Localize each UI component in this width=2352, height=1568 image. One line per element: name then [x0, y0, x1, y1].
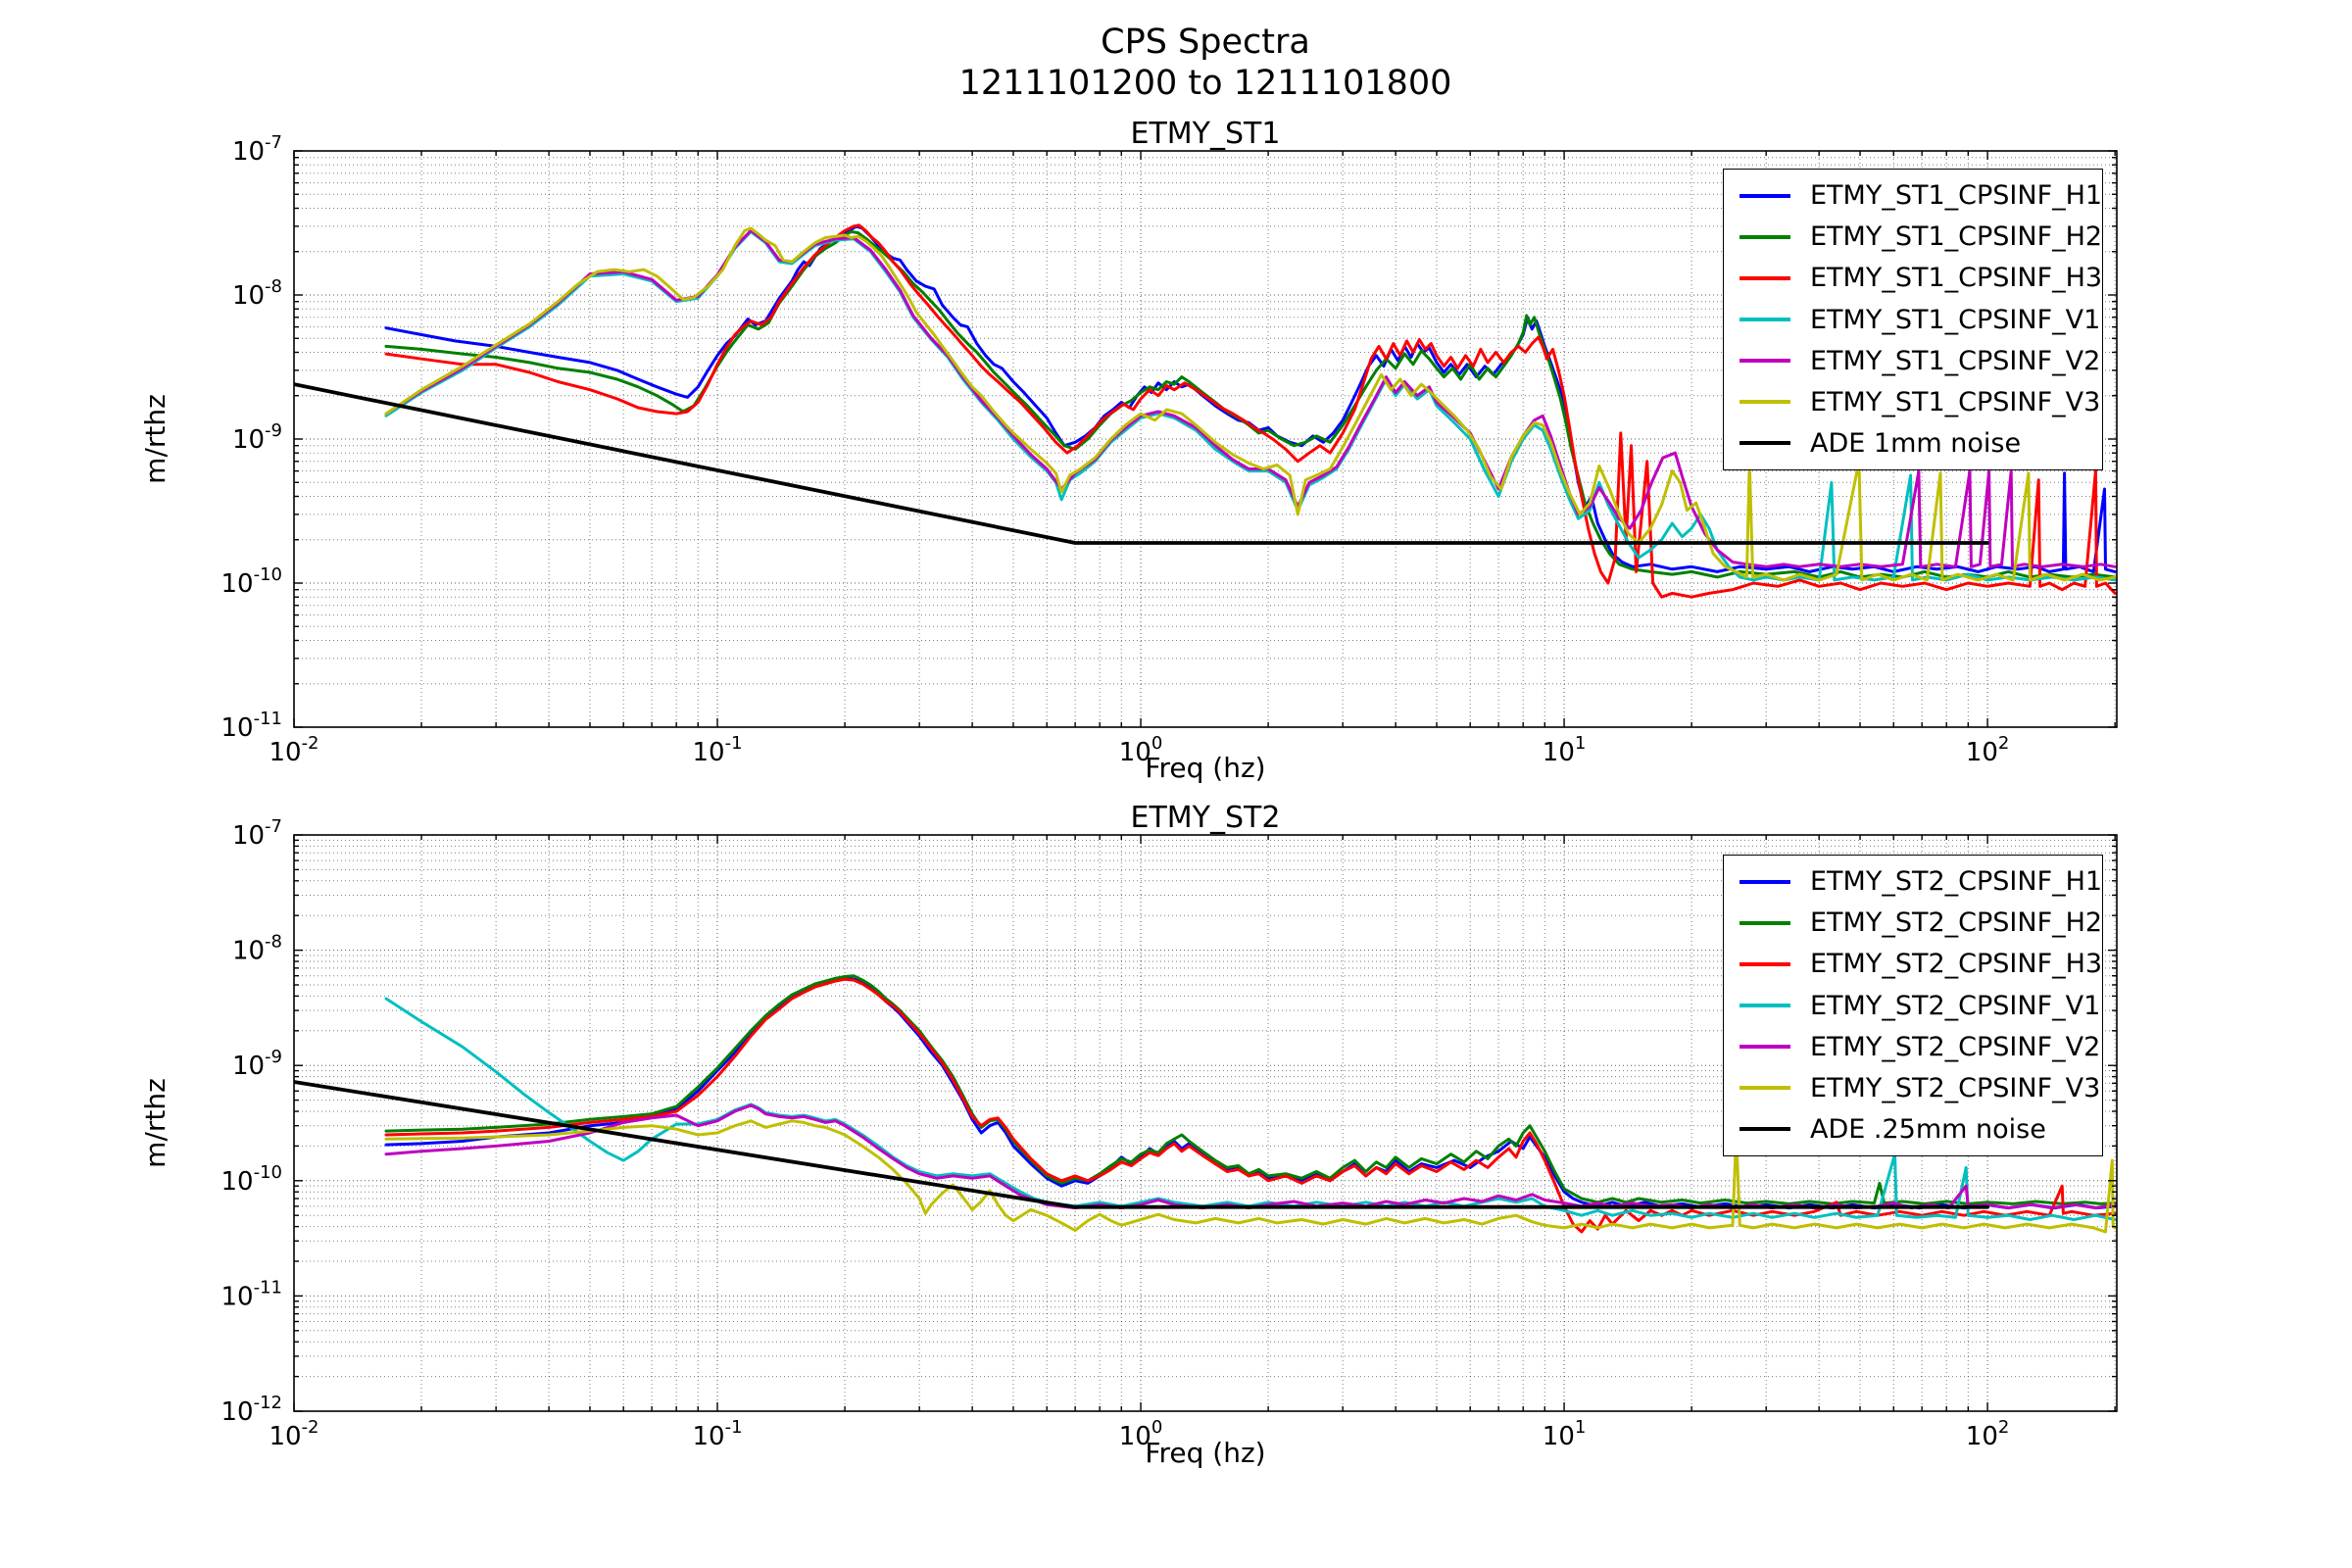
- svg-text:10-1: 10-1: [692, 733, 742, 767]
- legend-item: ETMY_ST2_CPSINF_V2: [1740, 1032, 2102, 1062]
- legend-label: ETMY_ST1_CPSINF_H3: [1810, 263, 2103, 294]
- legend-item: ETMY_ST1_CPSINF_V3: [1740, 387, 2102, 417]
- legend-line-swatch: [1740, 1004, 1790, 1007]
- legend-label: ADE .25mm noise: [1810, 1113, 2046, 1145]
- legend-etmy-st1: ETMY_ST1_CPSINF_H1 ETMY_ST1_CPSINF_H2 ETMY…: [1723, 169, 2103, 470]
- legend-line-swatch: [1740, 920, 1790, 925]
- svg-text:101: 101: [1543, 1417, 1587, 1451]
- legend-label: ETMY_ST1_CPSINF_H2: [1810, 221, 2103, 253]
- svg-text:10-11: 10-11: [221, 709, 283, 743]
- legend-label: ETMY_ST2_CPSINF_H2: [1810, 907, 2103, 939]
- figure-title: CPS Spectra: [1101, 23, 1310, 62]
- legend-item: ADE .25mm noise: [1740, 1114, 2102, 1145]
- legend-label: ETMY_ST2_CPSINF_H1: [1810, 866, 2103, 898]
- legend-item: ETMY_ST2_CPSINF_H3: [1740, 949, 2102, 979]
- legend-item: ETMY_ST1_CPSINF_V2: [1740, 346, 2102, 376]
- plot-etmy-st2: 10-2 10-1 100 101 102 10-7 10-8 10-9 10-10 10-11 1…: [221, 816, 2118, 1451]
- svg-text:102: 102: [1966, 733, 2010, 767]
- legend-label: ADE 1mm noise: [1810, 427, 2022, 459]
- plot-etmy-st1: 10-2 10-1 100 101 102 10-7 10-8 10-9 10-10 10-11: [221, 132, 2118, 767]
- svg-text:100: 100: [1119, 733, 1163, 767]
- svg-text:10-2: 10-2: [269, 1417, 318, 1451]
- svg-text:10-9: 10-9: [232, 1047, 282, 1081]
- legend-line-swatch: [1740, 1086, 1790, 1091]
- plot2-yaxis-label: m/rthz: [139, 1078, 172, 1168]
- legend-line-swatch: [1740, 359, 1790, 364]
- svg-text:10-2: 10-2: [269, 733, 318, 767]
- legend-label: ETMY_ST2_CPSINF_V3: [1810, 1072, 2101, 1103]
- legend-item: ETMY_ST2_CPSINF_V1: [1740, 991, 2102, 1021]
- legend-item: ETMY_ST1_CPSINF_H2: [1740, 221, 2102, 252]
- legend-item: ETMY_ST2_CPSINF_H1: [1740, 866, 2102, 897]
- svg-text:10-8: 10-8: [232, 276, 282, 311]
- legend-label: ETMY_ST2_CPSINF_V2: [1810, 1031, 2101, 1062]
- legend-item: ETMY_ST2_CPSINF_H2: [1740, 907, 2102, 938]
- legend-line-swatch: [1740, 1045, 1790, 1050]
- svg-text:10-1: 10-1: [692, 1417, 742, 1451]
- plot1-yaxis-label: m/rthz: [139, 394, 172, 484]
- svg-text:10-12: 10-12: [221, 1393, 283, 1427]
- legend-label: ETMY_ST2_CPSINF_H3: [1810, 949, 2103, 980]
- legend-item: ETMY_ST1_CPSINF_V1: [1740, 305, 2102, 335]
- legend-item: ETMY_ST1_CPSINF_H3: [1740, 263, 2102, 293]
- legend-line-swatch: [1740, 275, 1790, 280]
- svg-text:10-8: 10-8: [232, 932, 282, 966]
- svg-text:10-9: 10-9: [232, 420, 282, 455]
- svg-text:10-10: 10-10: [221, 1162, 283, 1197]
- svg-text:101: 101: [1543, 733, 1587, 767]
- svg-text:10-10: 10-10: [221, 564, 283, 599]
- legend-line-swatch: [1740, 400, 1790, 405]
- legend-line-swatch: [1740, 1127, 1790, 1132]
- svg-text:102: 102: [1966, 1417, 2010, 1451]
- figure-subtitle: 1211101200 to 1211101800: [958, 64, 1452, 103]
- plot2-title: ETMY_ST2: [1131, 801, 1281, 835]
- svg-text:10-7: 10-7: [232, 132, 282, 167]
- legend-label: ETMY_ST1_CPSINF_H1: [1810, 180, 2103, 212]
- plot2-xaxis-label: Freq (hz): [1145, 1437, 1265, 1469]
- plot1-title: ETMY_ST1: [1131, 117, 1281, 151]
- legend-line-swatch: [1740, 318, 1790, 321]
- legend-item: ETMY_ST2_CPSINF_V3: [1740, 1073, 2102, 1103]
- legend-line-swatch: [1740, 193, 1790, 198]
- legend-label: ETMY_ST1_CPSINF_V3: [1810, 386, 2101, 417]
- svg-text:100: 100: [1119, 1417, 1163, 1451]
- legend-label: ETMY_ST2_CPSINF_V1: [1810, 990, 2101, 1021]
- svg-text:10-11: 10-11: [221, 1277, 283, 1311]
- plot1-xaxis-label: Freq (hz): [1145, 752, 1265, 784]
- legend-line-swatch: [1740, 441, 1790, 446]
- legend-item: ETMY_ST1_CPSINF_H1: [1740, 180, 2102, 211]
- legend-etmy-st2: ETMY_ST2_CPSINF_H1 ETMY_ST2_CPSINF_H2 ETMY…: [1723, 855, 2103, 1156]
- svg-text:10-7: 10-7: [232, 816, 282, 851]
- legend-line-swatch: [1740, 234, 1790, 239]
- legend-label: ETMY_ST1_CPSINF_V1: [1810, 304, 2101, 335]
- legend-line-swatch: [1740, 961, 1790, 966]
- legend-line-swatch: [1740, 879, 1790, 884]
- legend-label: ETMY_ST1_CPSINF_V2: [1810, 345, 2101, 376]
- legend-item: ADE 1mm noise: [1740, 428, 2102, 459]
